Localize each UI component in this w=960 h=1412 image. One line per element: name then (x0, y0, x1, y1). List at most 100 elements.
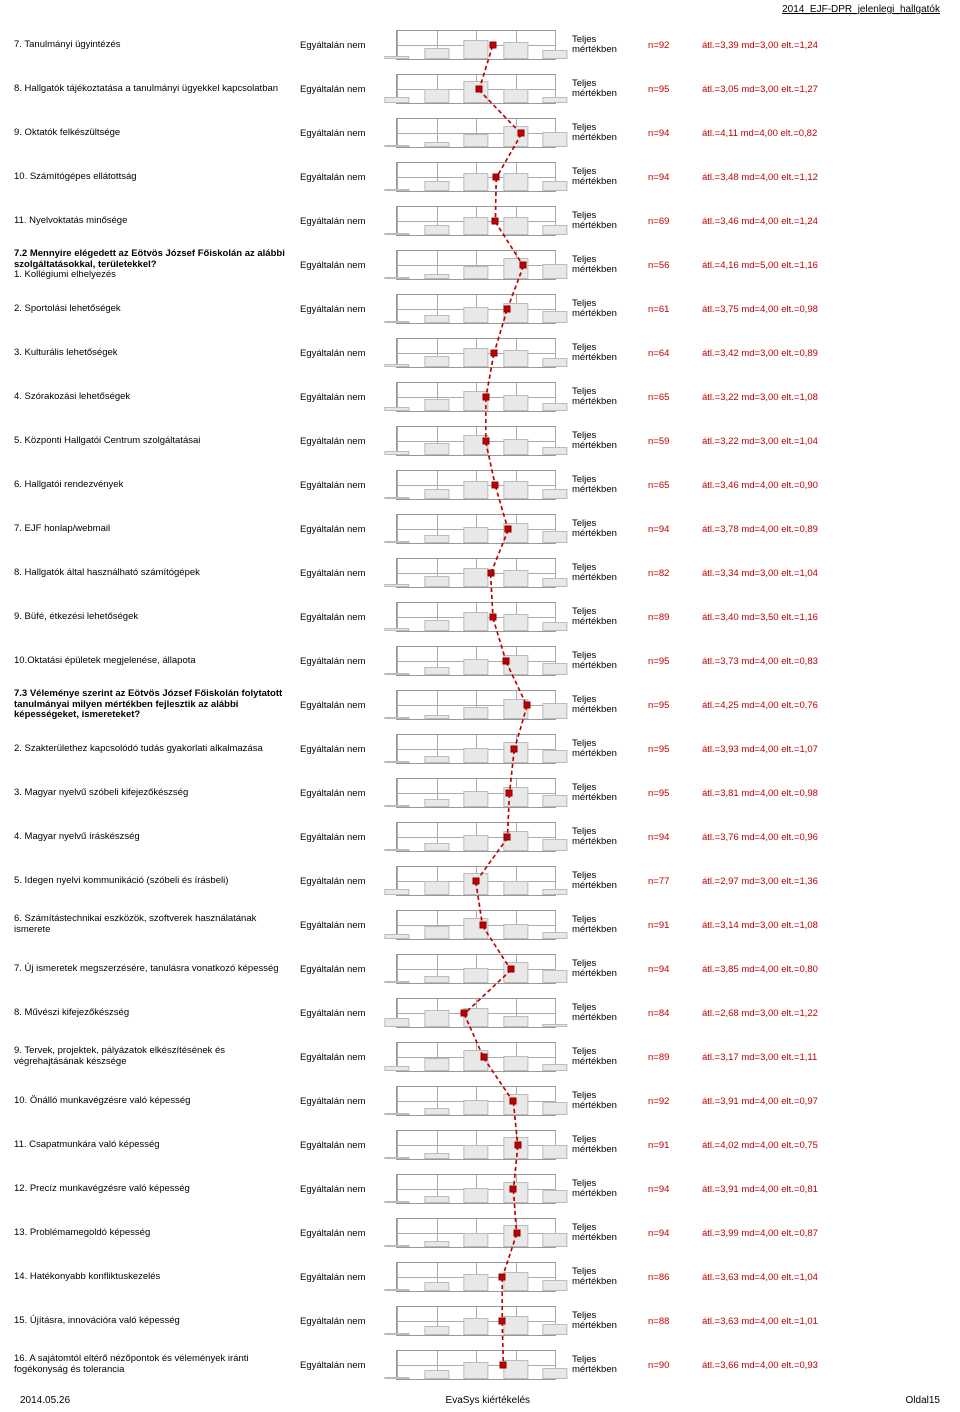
mean-marker (508, 966, 515, 973)
mini-chart (396, 998, 556, 1028)
question-label: 7. Új ismeretek megszerzésére, tanulásra… (14, 964, 294, 975)
scale-right-anchor: Teljesmértékben (572, 255, 642, 276)
scale-left-anchor: Egyáltalán nem (300, 612, 390, 623)
profile-row: 8. Hallgatók tájékoztatása a tanulmányi … (14, 67, 946, 111)
stats-value: átl.=3,34 md=3,00 elt.=1,04 (702, 568, 932, 579)
mini-chart (396, 162, 556, 192)
mean-marker (482, 394, 489, 401)
question-label: 15. Újításra, innovációra való képesség (14, 1316, 294, 1327)
profile-row: 2. Sportolási lehetőségek Egyáltalán nem T… (14, 287, 946, 331)
scale-left-anchor: Egyáltalán nem (300, 40, 390, 51)
n-value: n=65 (648, 392, 696, 403)
mini-chart (396, 866, 556, 896)
scale-left-anchor: Egyáltalán nem (300, 524, 390, 535)
profile-row: 15. Újításra, innovációra való képességE… (14, 1299, 946, 1343)
mean-marker (504, 306, 511, 313)
question-label: 9. Büfé, étkezési lehetőségek (14, 612, 294, 623)
n-value: n=94 (648, 172, 696, 183)
profile-row: 10.Oktatási épületek megjelenése, állapo… (14, 639, 946, 683)
stats-value: átl.=3,39 md=3,00 elt.=1,24 (702, 40, 932, 51)
stats-value: átl.=3,75 md=4,00 elt.=0,98 (702, 304, 932, 315)
n-value: n=88 (648, 1316, 696, 1327)
scale-left-anchor: Egyáltalán nem (300, 1008, 390, 1019)
stats-value: átl.=3,91 md=4,00 elt.=0,81 (702, 1184, 932, 1195)
mini-chart-wrap (396, 1260, 566, 1294)
mini-chart (396, 602, 556, 632)
mean-marker (510, 1098, 517, 1105)
scale-right-anchor: Teljesmértékben (572, 827, 642, 848)
stats-value: átl.=3,76 md=4,00 elt.=0,96 (702, 832, 932, 843)
stats-value: átl.=3,22 md=3,00 elt.=1,04 (702, 436, 932, 447)
scale-right-anchor: Teljesmértékben (572, 431, 642, 452)
n-value: n=95 (648, 788, 696, 799)
mean-marker (518, 130, 525, 137)
stats-value: átl.=3,85 md=4,00 elt.=0,80 (702, 964, 932, 975)
mini-chart-wrap (396, 468, 566, 502)
n-value: n=91 (648, 1140, 696, 1151)
mini-chart-wrap (396, 512, 566, 546)
scale-right-anchor: Teljesmértékben (572, 1223, 642, 1244)
profile-row: 8. Művészi kifejezőkészségEgyáltalán nem… (14, 991, 946, 1035)
question-label: 5. Idegen nyelvi kommunikáció (szóbeli é… (14, 876, 294, 887)
mean-marker (514, 1142, 521, 1149)
n-value: n=86 (648, 1272, 696, 1283)
question-label: 10. Önálló munkavégzésre való képesség (14, 1096, 294, 1107)
mean-marker (504, 834, 511, 841)
scale-left-anchor: Egyáltalán nem (300, 480, 390, 491)
scale-left-anchor: Egyáltalán nem (300, 172, 390, 183)
question-label: 5. Központi Hallgatói Centrum szolgáltat… (14, 436, 294, 447)
scale-left-anchor: Egyáltalán nem (300, 304, 390, 315)
document-header: 2014_EJF-DPR_jelenlegi_hallgatók (0, 0, 960, 23)
mean-marker (492, 482, 499, 489)
question-label: 4. Magyar nyelvű íráskészség (14, 832, 294, 843)
n-value: n=90 (648, 1360, 696, 1371)
mini-chart (396, 1262, 556, 1292)
question-label: 7.2 Mennyire elégedett az Eötvös József … (14, 249, 294, 282)
mean-marker (482, 438, 489, 445)
profile-row: 14. Hatékonyabb konfliktuskezelésEgyálta… (14, 1255, 946, 1299)
question-label: 13. Problémamegoldó képesség (14, 1228, 294, 1239)
mini-chart-wrap (396, 336, 566, 370)
mini-chart-wrap (396, 600, 566, 634)
scale-left-anchor: Egyáltalán nem (300, 1184, 390, 1195)
n-value: n=64 (648, 348, 696, 359)
scale-left-anchor: Egyáltalán nem (300, 744, 390, 755)
mean-marker (513, 1230, 520, 1237)
mini-chart (396, 734, 556, 764)
profile-row: 11. Nyelvoktatás minőségeEgyáltalán nemT… (14, 199, 946, 243)
profile-row: 6. Hallgatói rendezvényekEgyáltalán nemT… (14, 463, 946, 507)
question-label: 2. Sportolási lehetőségek (14, 304, 294, 315)
profile-row: 7.2 Mennyire elégedett az Eötvös József … (14, 243, 946, 287)
stats-value: átl.=3,46 md=4,00 elt.=1,24 (702, 216, 932, 227)
scale-right-anchor: Teljesmértékben (572, 299, 642, 320)
page-footer: 2014.05.26 EvaSys kiértékelés Oldal15 (0, 1387, 960, 1412)
scale-left-anchor: Egyáltalán nem (300, 436, 390, 447)
stats-value: átl.=3,81 md=4,00 elt.=0,98 (702, 788, 932, 799)
profile-chart: 7. Tanulmányi ügyintézésEgyáltalán nemTe… (0, 23, 960, 1387)
scale-left-anchor: Egyáltalán nem (300, 84, 390, 95)
mean-marker (520, 262, 527, 269)
stats-value: átl.=3,40 md=3,50 elt.=1,16 (702, 612, 932, 623)
profile-row: 9. Büfé, étkezési lehetőségek Egyáltalán … (14, 595, 946, 639)
mini-chart-wrap (396, 160, 566, 194)
scale-right-anchor: Teljesmértékben (572, 519, 642, 540)
profile-row: 2. Szakterülethez kapcsolódó tudás gyako… (14, 727, 946, 771)
question-label: 9. Oktatók felkészültsége (14, 128, 294, 139)
scale-right-anchor: Teljesmértékben (572, 1311, 642, 1332)
scale-right-anchor: Teljesmértékben (572, 651, 642, 672)
scale-left-anchor: Egyáltalán nem (300, 656, 390, 667)
scale-right-anchor: Teljesmértékben (572, 739, 642, 760)
mini-chart-wrap (396, 864, 566, 898)
question-label: 7. EJF honlap/webmail (14, 524, 294, 535)
mini-chart (396, 30, 556, 60)
profile-row: 10. Önálló munkavégzésre való képességEg… (14, 1079, 946, 1123)
mean-marker (480, 1054, 487, 1061)
scale-right-anchor: Teljesmértékben (572, 475, 642, 496)
mini-chart (396, 1218, 556, 1248)
n-value: n=92 (648, 1096, 696, 1107)
profile-row: 10. Számítógépes ellátottságEgyáltalán n… (14, 155, 946, 199)
n-value: n=94 (648, 964, 696, 975)
question-label: 11. Nyelvoktatás minősége (14, 216, 294, 227)
scale-right-anchor: Teljesmértékben (572, 1091, 642, 1112)
stats-value: átl.=3,66 md=4,00 elt.=0,93 (702, 1360, 932, 1371)
